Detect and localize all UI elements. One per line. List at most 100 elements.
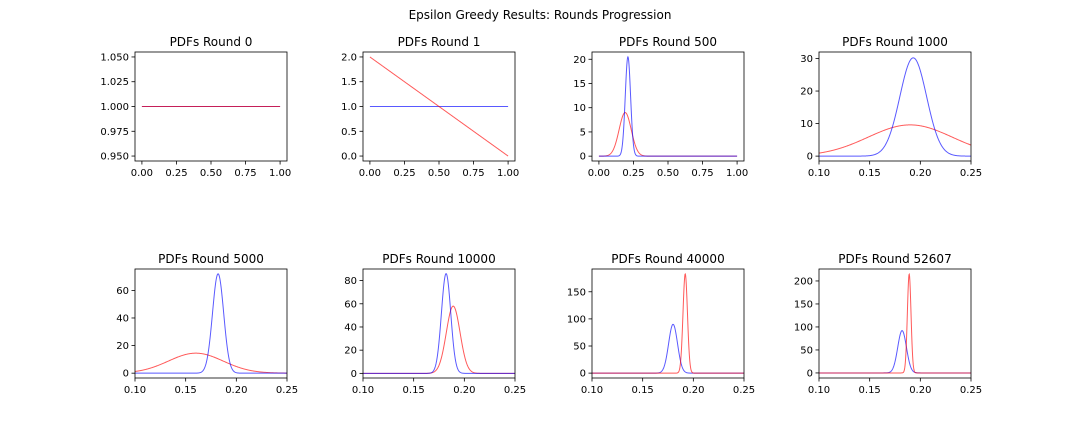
axes-frame	[818, 268, 972, 379]
subplot-6: PDFs Round 10000 0.10 0.15 0.20 0.25 0 20 40 60 8…	[344, 252, 526, 396]
y-tick-label: 100	[794, 322, 813, 333]
x-tick-label: 0.25	[276, 385, 298, 396]
y-tick-label: 5	[580, 127, 586, 138]
x-tick-label: 0.10	[124, 385, 146, 396]
y-tick-label: 1.025	[100, 77, 129, 88]
y-tick-label: 50	[573, 342, 586, 353]
x-tick-label: 0.20	[909, 168, 931, 179]
subplot-title: PDFs Round 1	[398, 35, 481, 49]
y-tick-label: 0	[580, 152, 586, 163]
y-tick-label: 40	[116, 313, 129, 324]
x-tick-label: 0.75	[462, 168, 484, 179]
x-tick-label: 1.00	[497, 168, 519, 179]
series-line-blue	[819, 57, 971, 157]
x-tick-label: 0.20	[225, 385, 247, 396]
series-line-red	[819, 124, 971, 154]
y-tick-label: 200	[794, 276, 813, 287]
y-tick-label: 20	[344, 346, 357, 357]
subplot-title: PDFs Round 0	[170, 35, 253, 49]
y-tick-label: 1.0	[341, 102, 357, 113]
series-line-red	[592, 272, 744, 374]
subplot-title: PDFs Round 5000	[158, 252, 264, 266]
y-tick-label: 10	[573, 103, 586, 114]
x-tick-label: 0.10	[352, 385, 374, 396]
y-tick-label: 15	[573, 79, 586, 90]
subplot-2: PDFs Round 1 0.00 0.25 0.50 0.75 1.00 0.0 0.5 1.…	[341, 35, 519, 179]
x-tick-label: 0.25	[165, 168, 187, 179]
subplot-title: PDFs Round 52607	[838, 252, 951, 266]
x-tick-label: 0.00	[588, 168, 610, 179]
series-line-red	[819, 272, 971, 374]
axes-frame	[134, 268, 288, 379]
series-line-blue	[135, 273, 287, 374]
x-tick-label: 0.20	[682, 385, 704, 396]
x-tick-label: 0.10	[808, 168, 830, 179]
x-tick-label: 0.15	[403, 385, 425, 396]
y-tick-label: 0	[351, 369, 357, 380]
x-tick-label: 0.50	[200, 168, 222, 179]
x-tick-label: 0.00	[131, 168, 153, 179]
y-tick-label: 1.5	[341, 77, 357, 88]
subplot-7: PDFs Round 40000 0.10 0.15 0.20 0.25 0 50 100 15…	[567, 252, 755, 396]
y-tick-label: 60	[344, 299, 357, 310]
figure-title: Epsilon Greedy Results: Rounds Progressi…	[409, 8, 672, 22]
y-tick-label: 0	[580, 369, 586, 380]
axes-frame	[362, 268, 516, 379]
x-tick-label: 0.75	[691, 168, 713, 179]
subplots-grid: PDFs Round 00.00 0.25 0.50 0.75 1.000.9500.9…	[100, 35, 982, 396]
series-line-blue	[363, 273, 515, 374]
x-tick-label: 0.00	[359, 168, 381, 179]
x-tick-label: 0.25	[504, 385, 526, 396]
y-tick-label: 1.050	[100, 52, 129, 63]
subplot-3: PDFs Round 500 0.00 0.25 0.50 0.75 1.00 0 5 10 15…	[573, 35, 748, 179]
y-tick-label: 60	[116, 286, 129, 297]
x-tick-label: 0.15	[632, 385, 654, 396]
series-line-blue	[598, 55, 738, 157]
y-tick-label: 20	[573, 55, 586, 66]
y-tick-label: 0.0	[341, 152, 357, 163]
subplot-5: PDFs Round 5000 0.10 0.15 0.20 0.25 0 20 40 60	[116, 252, 298, 396]
x-tick-label: 0.25	[622, 168, 644, 179]
subplot-4: PDFs Round 1000 0.10 0.15 0.20 0.25 0 10 20 30	[800, 35, 982, 179]
y-tick-label: 0.975	[100, 127, 129, 138]
y-tick-label: 20	[800, 87, 813, 98]
y-tick-label: 30	[800, 54, 813, 65]
y-tick-label: 20	[116, 341, 129, 352]
y-tick-label: 1.000	[100, 102, 129, 113]
y-tick-label: 10	[800, 119, 813, 130]
y-tick-label: 0.950	[100, 152, 129, 163]
y-tick-label: 80	[344, 276, 357, 287]
x-tick-label: 0.50	[657, 168, 679, 179]
y-tick-label: 150	[567, 287, 586, 298]
x-tick-label: 0.25	[960, 168, 982, 179]
x-tick-label: 0.20	[453, 385, 475, 396]
x-tick-label: 0.25	[733, 385, 755, 396]
subplot-title: PDFs Round 500	[619, 35, 717, 49]
x-tick-label: 0.15	[859, 168, 881, 179]
series-line-red	[135, 352, 287, 374]
axes-frame	[818, 51, 972, 162]
y-tick-label: 150	[794, 299, 813, 310]
x-tick-label: 0.20	[909, 385, 931, 396]
series-line-red	[369, 56, 509, 157]
x-tick-label: 1.00	[726, 168, 748, 179]
axes-frame	[591, 268, 745, 379]
y-tick-label: 100	[567, 314, 586, 325]
subplot-title: PDFs Round 1000	[842, 35, 948, 49]
subplot-8: PDFs Round 52607 0.10 0.15 0.20 0.25 0 50 100 15…	[794, 252, 982, 396]
y-tick-label: 50	[800, 345, 813, 356]
x-tick-label: 0.25	[393, 168, 415, 179]
y-tick-label: 0	[807, 152, 813, 163]
y-tick-label: 0	[123, 369, 129, 380]
x-tick-label: 1.00	[269, 168, 291, 179]
subplot-1: PDFs Round 0 0.00 0.25 0.50 0.75 1.00 0.950 0.9…	[100, 35, 291, 179]
subplot-title: PDFs Round 10000	[382, 252, 495, 266]
x-tick-label: 0.15	[175, 385, 197, 396]
y-tick-label: 0.5	[341, 127, 357, 138]
x-tick-label: 0.15	[859, 385, 881, 396]
y-tick-label: 2.0	[341, 52, 357, 63]
x-tick-label: 0.10	[808, 385, 830, 396]
x-tick-label: 0.50	[428, 168, 450, 179]
x-tick-label: 0.25	[960, 385, 982, 396]
